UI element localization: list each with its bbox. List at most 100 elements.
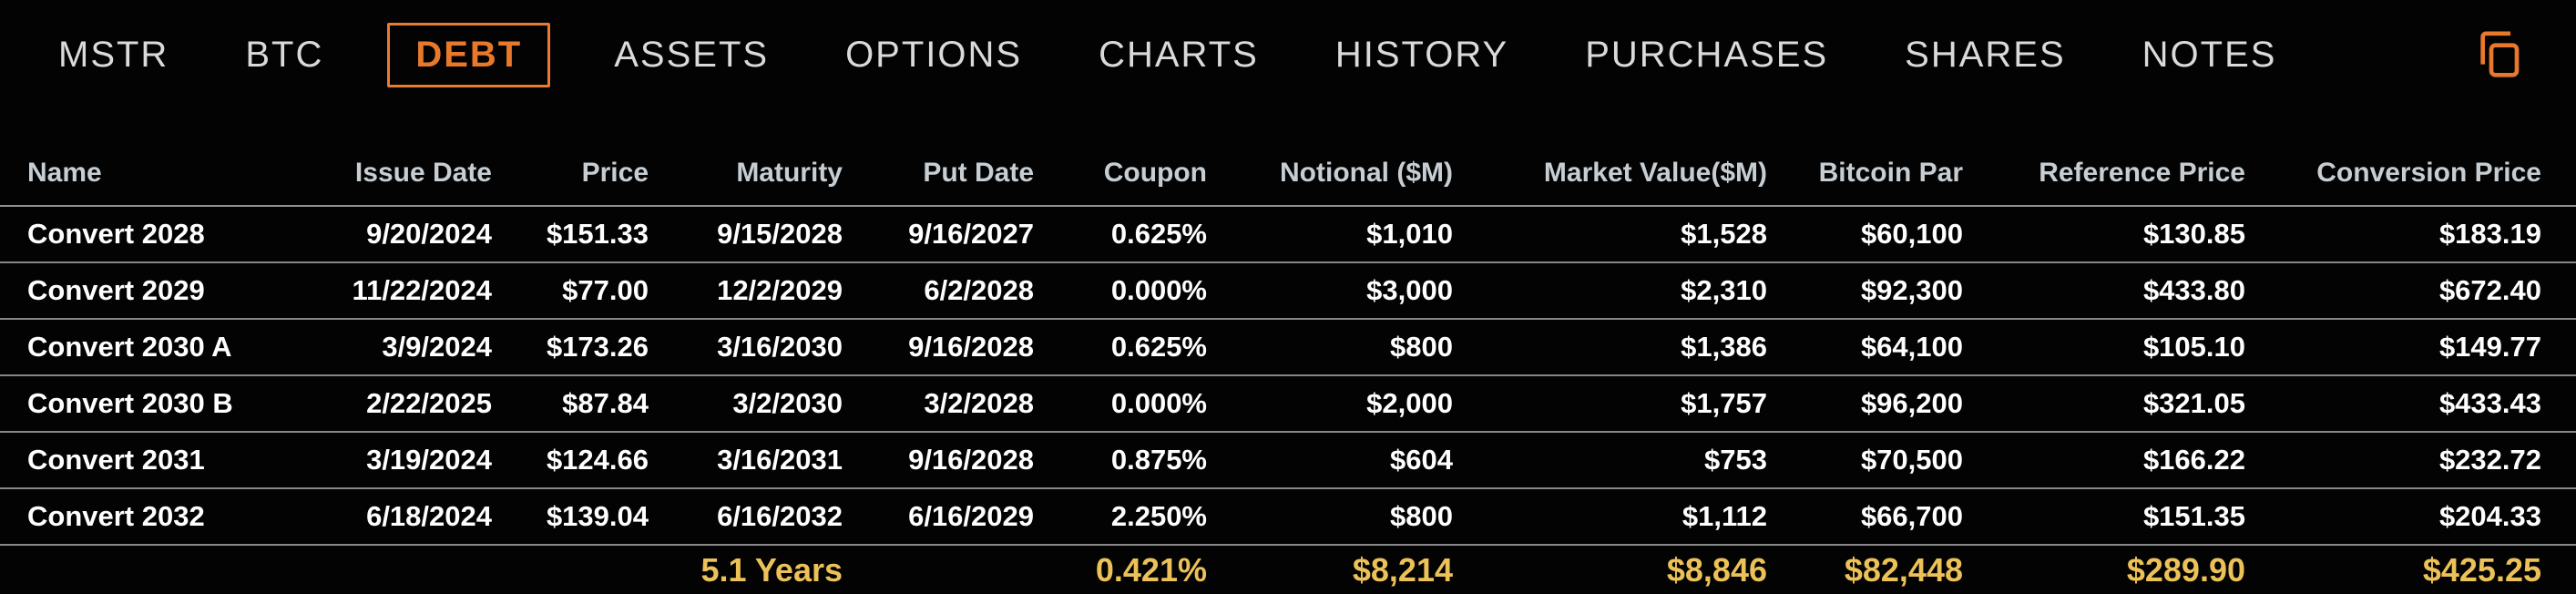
cell-market-value: $2,310 (1453, 262, 1767, 320)
cell-notional: $604 (1207, 432, 1453, 489)
cell-issue-date: 11/22/2024 (319, 262, 492, 320)
totals-notional: $8,214 (1352, 550, 1453, 589)
cell-issue-date: 9/20/2024 (319, 206, 492, 263)
cell-bitcoin-par: $70,500 (1767, 432, 1963, 489)
totals-row: 5.1 Years 0.421% $8,214 $8,846 $82,448 $… (0, 545, 2576, 594)
cell-market-value: $753 (1453, 432, 1767, 489)
column-header-price: Price (492, 109, 649, 207)
column-header-bitcoin-par: Bitcoin Par (1767, 109, 1963, 207)
tab-notes[interactable]: NOTES (2142, 34, 2277, 75)
cell-coupon: 0.625% (1034, 319, 1207, 376)
cell-conversion-price: $672.40 (2245, 262, 2576, 320)
cell-name: Convert 2030 B (0, 375, 319, 433)
cell-price: $151.33 (492, 206, 649, 263)
cell-notional: $2,000 (1207, 375, 1453, 433)
cell-reference-price: $321.05 (1963, 375, 2245, 433)
totals-name (0, 545, 319, 594)
cell-name: Convert 2029 (0, 262, 319, 320)
column-header-notional: Notional ($M) (1207, 109, 1453, 207)
cell-put-date: 3/2/2028 (843, 375, 1034, 433)
cell-maturity: 3/16/2031 (649, 432, 843, 489)
cell-bitcoin-par: $64,100 (1767, 319, 1963, 376)
cell-price: $124.66 (492, 432, 649, 489)
totals-avg-maturity: 5.1 Years (700, 550, 843, 589)
table-row-convert-2030-b: Convert 2030 B 2/22/2025 $87.84 3/2/2030… (0, 375, 2576, 433)
cell-reference-price: $151.35 (1963, 488, 2245, 546)
cell-reference-price: $166.22 (1963, 432, 2245, 489)
tab-charts[interactable]: CHARTS (1099, 34, 1259, 75)
table-row-convert-2028: Convert 2028 9/20/2024 $151.33 9/15/2028… (0, 206, 2576, 263)
cell-market-value: $1,757 (1453, 375, 1767, 433)
cell-name: Convert 2031 (0, 432, 319, 489)
cell-name: Convert 2030 A (0, 319, 319, 376)
cell-maturity: 12/2/2029 (649, 262, 843, 320)
cell-put-date: 9/16/2028 (843, 432, 1034, 489)
cell-put-date: 9/16/2027 (843, 206, 1034, 263)
tab-assets[interactable]: ASSETS (614, 34, 770, 75)
cell-reference-price: $105.10 (1963, 319, 2245, 376)
cell-price: $173.26 (492, 319, 649, 376)
cell-market-value: $1,528 (1453, 206, 1767, 263)
cell-reference-price: $433.80 (1963, 262, 2245, 320)
totals-bitcoin-par: $82,448 (1844, 550, 1963, 589)
table-row-convert-2030-a: Convert 2030 A 3/9/2024 $173.26 3/16/203… (0, 319, 2576, 376)
tab-mstr[interactable]: MSTR (58, 34, 169, 75)
table-row-convert-2029: Convert 2029 11/22/2024 $77.00 12/2/2029… (0, 262, 2576, 320)
cell-price: $139.04 (492, 488, 649, 546)
copy-button[interactable] (2470, 27, 2525, 82)
table-row-convert-2031: Convert 2031 3/19/2024 $124.66 3/16/2031… (0, 432, 2576, 489)
cell-bitcoin-par: $66,700 (1767, 488, 1963, 546)
cell-maturity: 3/2/2030 (649, 375, 843, 433)
cell-notional: $800 (1207, 319, 1453, 376)
column-header-reference-price: Reference Price (1963, 109, 2245, 207)
cell-issue-date: 2/22/2025 (319, 375, 492, 433)
cell-maturity: 6/16/2032 (649, 488, 843, 546)
cell-name: Convert 2032 (0, 488, 319, 546)
column-header-name: Name (0, 109, 319, 207)
column-header-market-value: Market Value($M) (1453, 109, 1767, 207)
tab-history[interactable]: HISTORY (1334, 34, 1509, 75)
tab-debt[interactable]: DEBT (387, 22, 551, 87)
cell-conversion-price: $204.33 (2245, 488, 2576, 546)
column-header-maturity: Maturity (649, 109, 843, 207)
top-nav: MSTR BTC DEBT ASSETS OPTIONS CHARTS HIST… (0, 0, 2576, 109)
cell-market-value: $1,386 (1453, 319, 1767, 376)
totals-reference-price: $289.90 (2126, 550, 2245, 589)
cell-conversion-price: $149.77 (2245, 319, 2576, 376)
cell-conversion-price: $433.43 (2245, 375, 2576, 433)
tab-purchases[interactable]: PURCHASES (1585, 34, 1829, 75)
cell-coupon: 0.875% (1034, 432, 1207, 489)
totals-price (492, 545, 649, 594)
totals-issue-date (319, 545, 492, 594)
totals-avg-coupon: 0.421% (1095, 550, 1207, 589)
totals-put-date (843, 545, 1034, 594)
cell-bitcoin-par: $96,200 (1767, 375, 1963, 433)
cell-conversion-price: $232.72 (2245, 432, 2576, 489)
copy-icon (2472, 28, 2523, 82)
cell-put-date: 6/2/2028 (843, 262, 1034, 320)
tab-btc[interactable]: BTC (245, 34, 324, 75)
cell-notional: $800 (1207, 488, 1453, 546)
cell-bitcoin-par: $60,100 (1767, 206, 1963, 263)
totals-market-value: $8,846 (1666, 550, 1767, 589)
cell-notional: $1,010 (1207, 206, 1453, 263)
convertible-debt-table: Name Issue Date Price Maturity Put Date … (0, 109, 2576, 594)
column-header-coupon: Coupon (1034, 109, 1207, 207)
cell-issue-date: 6/18/2024 (319, 488, 492, 546)
column-header-put-date: Put Date (843, 109, 1034, 207)
cell-put-date: 9/16/2028 (843, 319, 1034, 376)
cell-coupon: 0.625% (1034, 206, 1207, 263)
cell-coupon: 2.250% (1034, 488, 1207, 546)
cell-conversion-price: $183.19 (2245, 206, 2576, 263)
cell-put-date: 6/16/2029 (843, 488, 1034, 546)
table-row-convert-2032: Convert 2032 6/18/2024 $139.04 6/16/2032… (0, 488, 2576, 546)
tab-shares[interactable]: SHARES (1905, 34, 2066, 75)
cell-maturity: 9/15/2028 (649, 206, 843, 263)
cell-price: $77.00 (492, 262, 649, 320)
cell-coupon: 0.000% (1034, 262, 1207, 320)
tab-options[interactable]: OPTIONS (845, 34, 1023, 75)
cell-market-value: $1,112 (1453, 488, 1767, 546)
totals-conversion-price: $425.25 (2422, 550, 2541, 589)
cell-issue-date: 3/19/2024 (319, 432, 492, 489)
cell-notional: $3,000 (1207, 262, 1453, 320)
